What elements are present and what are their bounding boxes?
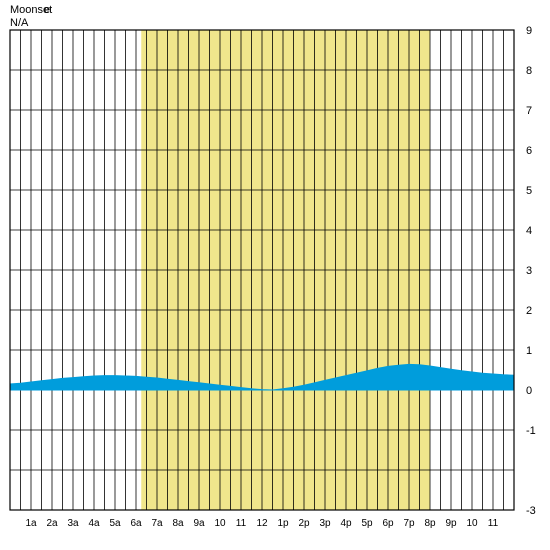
y-tick-label: 3 [526, 265, 532, 277]
x-tick-label: 3p [319, 518, 331, 529]
x-tick-label: 1p [277, 518, 289, 529]
y-tick-label: 1 [526, 345, 532, 357]
y-tick-label: 6 [526, 145, 532, 157]
x-tick-label: 11 [236, 518, 247, 529]
x-tick-label: 5a [109, 518, 121, 529]
x-tick-label: 6p [382, 518, 394, 529]
x-tick-label: 12 [256, 518, 268, 529]
y-tick-label: 8 [526, 65, 532, 77]
x-tick-label: 4a [88, 518, 100, 529]
x-tick-label: 2a [46, 518, 58, 529]
y-tick-label: 0 [526, 385, 532, 397]
x-tick-label: 6a [130, 518, 142, 529]
x-tick-label: 9a [193, 518, 205, 529]
y-tick-label: -1 [526, 425, 536, 437]
x-tick-label: 7a [151, 518, 163, 529]
x-tick-label: 10 [214, 518, 226, 529]
x-tick-label: 7p [403, 518, 415, 529]
x-tick-label: 9p [445, 518, 457, 529]
x-tick-label: 2p [298, 518, 310, 529]
y-tick-label: 5 [526, 185, 532, 197]
y-tick-label: 9 [526, 25, 532, 37]
x-tick-label: 1a [25, 518, 37, 529]
y-tick-label: -3 [526, 505, 536, 517]
y-tick-label: 2 [526, 305, 532, 317]
x-tick-label: 3a [67, 518, 79, 529]
tide-chart: Moonset e N/A -3-101234567891a2a3a4a5a6a… [0, 0, 550, 550]
y-tick-label: 4 [526, 225, 532, 237]
x-tick-label: 11 [488, 518, 499, 529]
chart-svg: -3-101234567891a2a3a4a5a6a7a8a9a1011121p… [0, 0, 550, 550]
x-tick-label: 8a [172, 518, 184, 529]
x-tick-label: 4p [340, 518, 352, 529]
x-tick-label: 8p [424, 518, 436, 529]
y-tick-label: 7 [526, 105, 532, 117]
x-tick-label: 5p [361, 518, 373, 529]
x-tick-label: 10 [466, 518, 478, 529]
